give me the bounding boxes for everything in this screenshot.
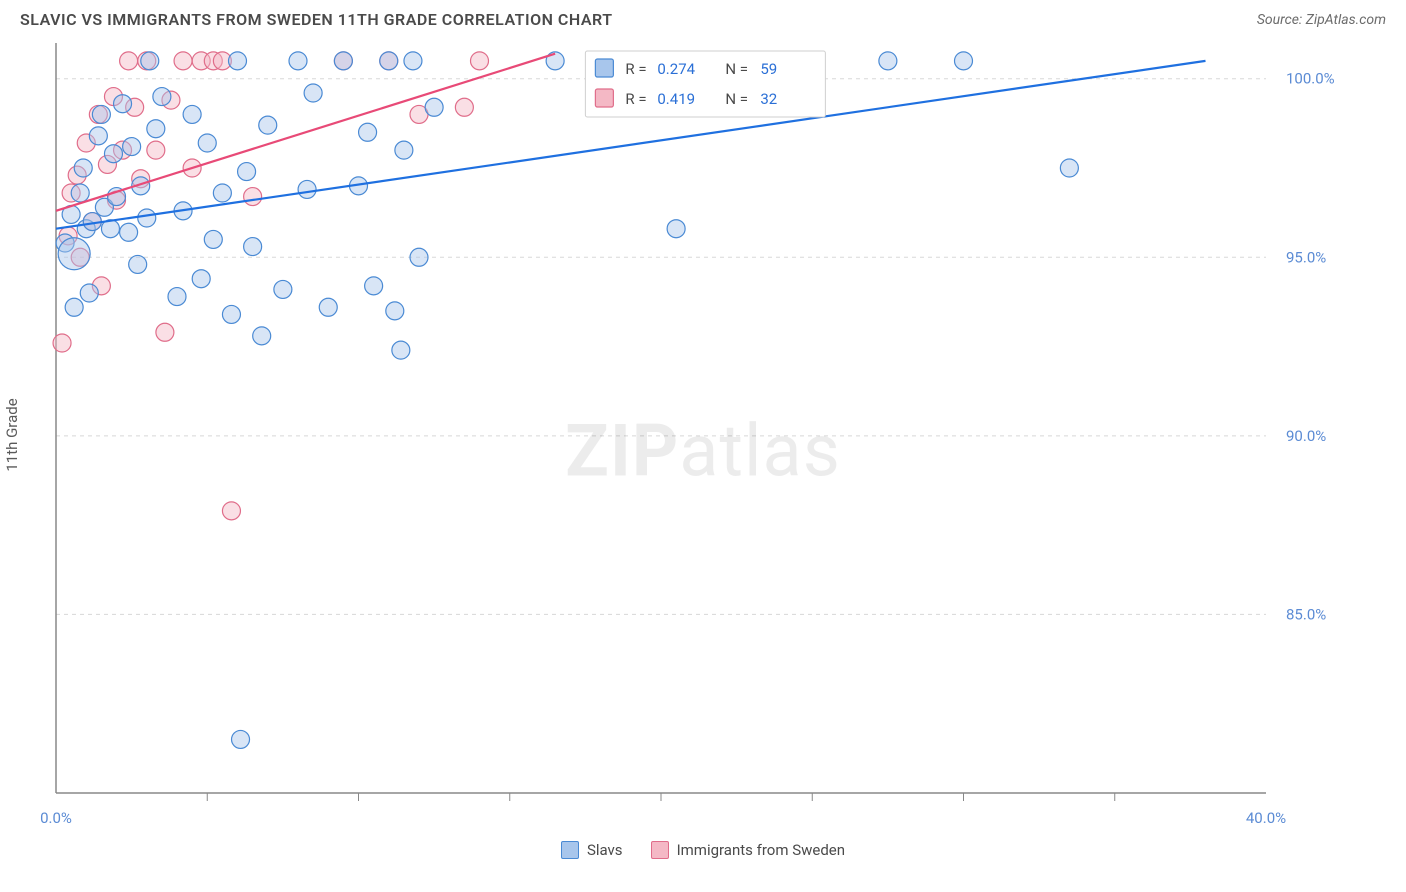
point-slavs <box>386 302 404 320</box>
legend-r-value: 0.419 <box>657 90 695 108</box>
point-slavs <box>89 127 107 145</box>
point-slavs <box>289 52 307 70</box>
y-tick-label: 90.0% <box>1286 427 1326 445</box>
point-slavs <box>114 95 132 113</box>
point-sweden <box>147 141 165 159</box>
point-sweden <box>455 98 473 116</box>
x-tick-label: 0.0% <box>40 809 72 827</box>
legend-r-value: 0.274 <box>657 60 695 78</box>
point-sweden <box>174 52 192 70</box>
legend-n-value: 32 <box>760 90 777 108</box>
x-tick-label: 40.0% <box>1246 809 1286 827</box>
point-slavs <box>74 159 92 177</box>
point-slavs <box>238 163 256 181</box>
point-sweden <box>222 502 240 520</box>
point-slavs <box>168 288 186 306</box>
point-slavs <box>319 298 337 316</box>
point-slavs <box>304 84 322 102</box>
y-tick-label: 100.0% <box>1286 70 1335 88</box>
point-slavs <box>58 238 90 270</box>
point-sweden <box>244 188 262 206</box>
bottom-legend: Slavs Immigrants from Sweden <box>0 841 1406 859</box>
chart-source: Source: ZipAtlas.com <box>1257 12 1386 28</box>
point-slavs <box>334 52 352 70</box>
point-slavs <box>425 98 443 116</box>
point-slavs <box>229 52 247 70</box>
point-slavs <box>198 134 216 152</box>
y-axis-label: 11th Grade <box>3 398 21 471</box>
legend-stats-swatch <box>595 59 613 77</box>
point-slavs <box>80 284 98 302</box>
point-slavs <box>359 123 377 141</box>
point-slavs <box>147 120 165 138</box>
legend-n-label: N = <box>725 60 748 78</box>
point-slavs <box>92 105 110 123</box>
point-slavs <box>879 52 897 70</box>
point-slavs <box>65 298 83 316</box>
legend-n-label: N = <box>725 90 748 108</box>
point-slavs <box>298 180 316 198</box>
legend-n-value: 59 <box>760 60 777 78</box>
point-slavs <box>138 209 156 227</box>
point-slavs <box>213 184 231 202</box>
point-slavs <box>955 52 973 70</box>
point-slavs <box>192 270 210 288</box>
point-sweden <box>120 52 138 70</box>
point-slavs <box>120 223 138 241</box>
point-slavs <box>141 52 159 70</box>
point-slavs <box>1060 159 1078 177</box>
legend-label-sweden: Immigrants from Sweden <box>677 841 845 859</box>
legend-stats-box <box>585 51 825 117</box>
point-slavs <box>104 145 122 163</box>
point-slavs <box>259 116 277 134</box>
point-slavs <box>153 88 171 106</box>
point-slavs <box>395 141 413 159</box>
legend-item-sweden: Immigrants from Sweden <box>651 841 845 859</box>
legend-r-label: R = <box>625 90 646 108</box>
chart-area: 11th Grade 85.0%90.0%95.0%100.0%0.0%40.0… <box>20 35 1386 835</box>
chart-title: SLAVIC VS IMMIGRANTS FROM SWEDEN 11TH GR… <box>20 10 613 29</box>
point-sweden <box>53 334 71 352</box>
point-slavs <box>253 327 271 345</box>
y-tick-label: 95.0% <box>1286 248 1326 266</box>
point-slavs <box>123 138 141 156</box>
y-tick-label: 85.0% <box>1286 605 1326 623</box>
point-slavs <box>232 730 250 748</box>
legend-label-slavs: Slavs <box>587 841 623 859</box>
legend-stats-swatch <box>595 89 613 107</box>
point-slavs <box>365 277 383 295</box>
scatter-chart: 85.0% 90.0% 95.0% 100.0% 0.0% 40.0% R = 0.274 N … <box>20 35 1386 835</box>
legend-swatch-slavs <box>561 841 579 859</box>
legend-r-label: R = <box>625 60 646 78</box>
point-slavs <box>71 184 89 202</box>
point-slavs <box>392 341 410 359</box>
point-sweden <box>471 52 489 70</box>
point-slavs <box>667 220 685 238</box>
legend-item-slavs: Slavs <box>561 841 623 859</box>
point-slavs <box>183 105 201 123</box>
point-slavs <box>404 52 422 70</box>
point-slavs <box>204 230 222 248</box>
point-sweden <box>156 323 174 341</box>
point-slavs <box>222 305 240 323</box>
point-slavs <box>380 52 398 70</box>
legend-swatch-sweden <box>651 841 669 859</box>
point-slavs <box>410 248 428 266</box>
chart-header: SLAVIC VS IMMIGRANTS FROM SWEDEN 11TH GR… <box>0 0 1406 35</box>
point-slavs <box>129 255 147 273</box>
point-slavs <box>274 280 292 298</box>
point-slavs <box>244 238 262 256</box>
